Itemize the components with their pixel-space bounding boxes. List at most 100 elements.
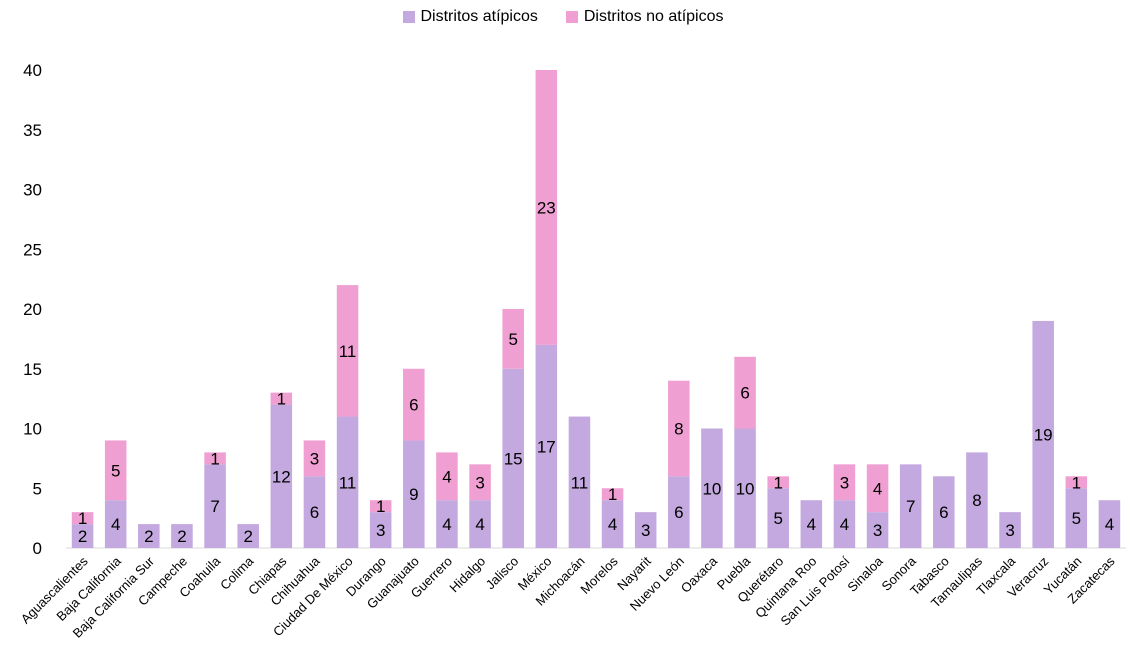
bar-no-atipicos: [403, 368, 425, 441]
bar-atipicos: [800, 500, 823, 548]
data-label: 11: [339, 473, 357, 492]
bar-no-atipicos: [767, 476, 789, 489]
x-tick-label: Morelos: [577, 553, 621, 597]
bar-no-atipicos: [535, 70, 558, 345]
data-label: 4: [840, 515, 849, 534]
data-label: 6: [740, 384, 749, 403]
legend-swatch-series-0: [402, 11, 415, 23]
bar-atipicos: [336, 416, 359, 548]
bar-atipicos: [171, 524, 193, 548]
bar-no-atipicos: [369, 500, 392, 513]
data-label: 3: [475, 473, 484, 492]
bar-atipicos: [237, 524, 259, 548]
data-label: 4: [807, 515, 816, 534]
bar-atipicos: [535, 344, 558, 548]
data-label: 4: [475, 515, 484, 534]
bar-atipicos: [436, 500, 458, 548]
bar-atipicos: [204, 464, 226, 548]
data-label: 1: [376, 497, 385, 516]
bar-no-atipicos: [866, 464, 889, 513]
bar-atipicos: [668, 476, 690, 548]
bar-atipicos: [138, 524, 160, 548]
data-label: 2: [78, 527, 87, 546]
y-tick-label: 0: [33, 539, 42, 558]
bar-atipicos: [866, 512, 889, 548]
data-label: 3: [376, 521, 385, 540]
y-tick-label: 5: [33, 479, 42, 498]
data-label: 3: [641, 521, 650, 540]
data-label: 7: [210, 497, 219, 516]
data-label: 10: [702, 479, 721, 498]
data-label: 6: [310, 503, 319, 522]
bar-atipicos: [303, 476, 326, 548]
data-label: 1: [608, 485, 617, 504]
y-tick-label: 35: [23, 121, 42, 140]
bar-no-atipicos: [502, 309, 524, 369]
bar-atipicos: [767, 488, 789, 548]
data-label: 4: [442, 515, 451, 534]
data-label: 6: [409, 396, 418, 415]
data-label: 4: [873, 479, 882, 498]
bar-atipicos: [369, 512, 392, 548]
bar-atipicos: [270, 404, 293, 548]
y-tick-label: 10: [23, 420, 42, 439]
data-label: 2: [243, 527, 252, 546]
bar-atipicos: [1032, 320, 1054, 548]
bar-atipicos: [933, 476, 955, 548]
data-label: 1: [277, 390, 286, 409]
x-tick-label: Oaxaca: [678, 553, 721, 596]
data-label: 4: [442, 467, 451, 486]
bar-atipicos: [104, 500, 127, 548]
data-label: 10: [736, 479, 755, 498]
x-tick-label: Hidalgo: [446, 554, 488, 596]
data-label: 4: [1105, 515, 1114, 534]
legend-item-series-0: Distritos atípicos: [402, 8, 538, 26]
bar-atipicos: [502, 368, 524, 548]
bar-no-atipicos: [601, 488, 624, 501]
bar-no-atipicos: [469, 464, 491, 501]
bar-no-atipicos: [71, 512, 94, 525]
data-label: 2: [144, 527, 153, 546]
data-label: 12: [272, 467, 291, 486]
bar-no-atipicos: [833, 464, 856, 501]
bar-atipicos: [469, 500, 491, 548]
bar-atipicos: [899, 464, 922, 548]
y-tick-label: 40: [23, 61, 42, 80]
data-label: 11: [339, 342, 357, 361]
bar-atipicos: [701, 428, 723, 548]
bar-atipicos: [833, 500, 856, 548]
bar-atipicos: [634, 512, 657, 548]
data-label: 11: [571, 473, 589, 492]
y-tick-label: 30: [23, 181, 42, 200]
data-label: 3: [1005, 521, 1014, 540]
data-label: 9: [409, 485, 418, 504]
bar-no-atipicos: [668, 380, 690, 477]
data-label: 23: [537, 198, 556, 217]
data-label: 4: [608, 515, 617, 534]
bar-atipicos: [1065, 488, 1088, 548]
data-label: 7: [906, 497, 915, 516]
bar-atipicos: [999, 512, 1021, 548]
bar-atipicos: [966, 452, 988, 548]
bar-atipicos: [71, 524, 94, 548]
bar-atipicos: [601, 500, 624, 548]
x-tick-label: Sinaloa: [844, 553, 886, 595]
data-label: 3: [840, 473, 849, 492]
bar-no-atipicos: [436, 452, 458, 501]
data-label: 6: [674, 503, 683, 522]
legend-item-series-1: Distritos no atípicos: [565, 8, 724, 26]
data-label: 6: [939, 503, 948, 522]
x-tick-label: Jalisco: [483, 554, 522, 593]
bar-no-atipicos: [270, 392, 293, 405]
legend-label-series-1: Distritos no atípicos: [583, 8, 724, 25]
y-tick-label: 15: [23, 360, 42, 379]
data-label: 17: [537, 437, 556, 456]
data-label: 1: [210, 449, 219, 468]
data-label: 3: [310, 449, 319, 468]
data-label: 2: [177, 527, 186, 546]
data-label: 5: [1072, 509, 1081, 528]
data-label: 19: [1034, 425, 1053, 444]
data-label: 15: [504, 449, 523, 468]
bar-atipicos: [568, 416, 591, 548]
